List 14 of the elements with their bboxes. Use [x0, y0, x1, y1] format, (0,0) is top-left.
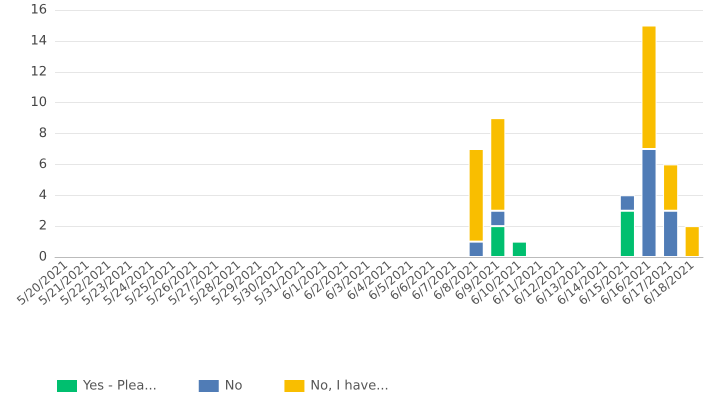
y-tick-label: 6	[38, 156, 47, 172]
legend-label: No, I have...	[310, 378, 389, 394]
bar	[684, 226, 700, 257]
y-tick-label: 16	[30, 2, 47, 18]
y-tick-label: 2	[38, 218, 47, 234]
y-tick-label: 4	[38, 188, 47, 203]
y-tick-label: 0	[38, 250, 47, 264]
legend-label: Yes - Plea...	[82, 378, 157, 394]
y-tick-label: 8	[38, 126, 47, 141]
y-tick-label: 14	[30, 33, 47, 48]
legend-label: No	[224, 378, 242, 394]
y-tick-label: 12	[30, 64, 47, 80]
bar	[512, 242, 527, 257]
y-tick-label: 10	[30, 95, 47, 110]
